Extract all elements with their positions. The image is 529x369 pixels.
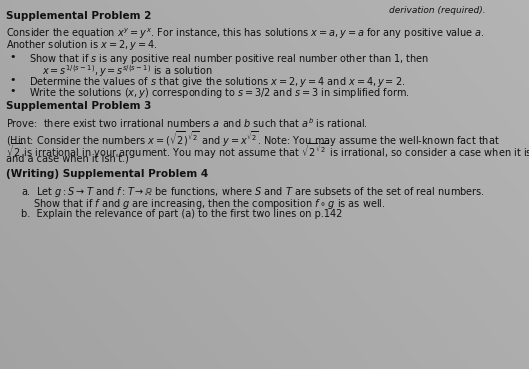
Text: Show that if $f$ and $g$ are increasing, then the composition $f \circ g$ is as : Show that if $f$ and $g$ are increasing,…: [33, 197, 386, 211]
Text: •: •: [9, 75, 15, 85]
Text: Supplemental Problem 3: Supplemental Problem 3: [6, 101, 152, 111]
Text: and a case when it isn't.): and a case when it isn't.): [6, 154, 129, 163]
Text: (Hint: Consider the numbers $x = (\sqrt{2})^{\sqrt{2}}$ and $y = x^{\sqrt{2}}$. : (Hint: Consider the numbers $x = (\sqrt{…: [6, 130, 500, 149]
Text: Supplemental Problem 2: Supplemental Problem 2: [6, 11, 152, 21]
Text: Determine the values of $s$ that give the solutions $x = 2, y = 4$ and $x = 4, y: Determine the values of $s$ that give th…: [29, 75, 405, 89]
Text: Another solution is $x = 2, y = 4$.: Another solution is $x = 2, y = 4$.: [6, 38, 158, 52]
Text: a.  Let $g: S \to T$ and $f: T \to \mathbb{R}$ be functions, where $S$ and $T$ a: a. Let $g: S \to T$ and $f: T \to \mathb…: [21, 185, 485, 199]
Text: Show that if $s$ is any positive real number positive real number other than 1, : Show that if $s$ is any positive real nu…: [29, 52, 430, 66]
Text: •: •: [9, 86, 15, 96]
Text: $\sqrt{2}$ is irrational in your argument. You may not assume that $\sqrt{2}^{\s: $\sqrt{2}$ is irrational in your argumen…: [6, 142, 529, 161]
Text: Write the solutions $(x, y)$ corresponding to $s = 3/2$ and $s = 3$ in simplifie: Write the solutions $(x, y)$ correspondi…: [29, 86, 410, 100]
Text: •: •: [9, 52, 15, 62]
Text: $x = s^{1/(s-1)}, y = s^{s/(s-1)}$ is a solution: $x = s^{1/(s-1)}, y = s^{s/(s-1)}$ is a …: [42, 63, 213, 79]
Text: Consider the equation $x^y = y^x$. For instance, this has solutions $x = a, y = : Consider the equation $x^y = y^x$. For i…: [6, 27, 485, 41]
Text: derivation (required).: derivation (required).: [389, 6, 486, 14]
Text: b.  Explain the relevance of part (a) to the first two lines on p.142: b. Explain the relevance of part (a) to …: [21, 209, 343, 219]
Text: (Writing) Supplemental Problem 4: (Writing) Supplemental Problem 4: [6, 169, 208, 179]
Text: Prove:  there exist two irrational numbers $a$ and $b$ such that $a^b$ is ration: Prove: there exist two irrational number…: [6, 116, 368, 130]
